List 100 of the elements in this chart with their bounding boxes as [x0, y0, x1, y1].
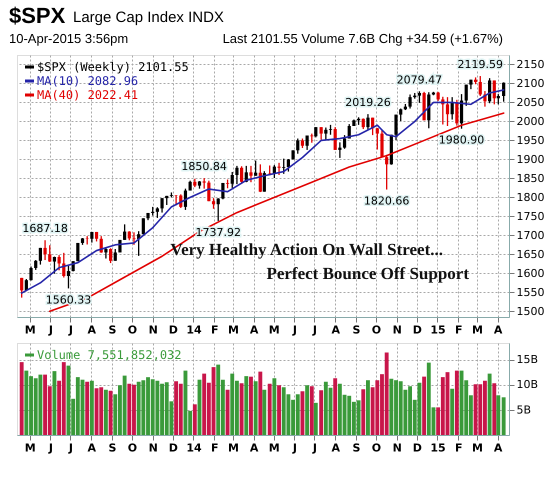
bar: [314, 402, 318, 435]
candlestick: [464, 84, 468, 107]
candlestick: [216, 198, 220, 222]
x-tick-label: F: [454, 324, 462, 336]
x-tick-label: 14: [186, 324, 202, 336]
candlestick: [114, 248, 117, 262]
bar: [174, 381, 178, 435]
x-tick-label: N: [148, 324, 158, 336]
bar: [492, 383, 496, 435]
x-tick-label: F: [210, 442, 218, 454]
x-tick-label: O: [128, 324, 138, 336]
x-tick-label: M: [24, 442, 36, 454]
bar: [454, 370, 459, 435]
bar: [240, 383, 244, 435]
x-tick-label: 14: [186, 442, 202, 454]
candlestick: [450, 96, 454, 120]
annotation: Perfect Bounce Off Support: [266, 264, 470, 283]
candlestick: [300, 138, 304, 149]
candlestick: [376, 127, 379, 150]
x-tick-label: M: [24, 324, 36, 336]
bar: [488, 374, 492, 435]
text: Last 2101.55 Volume 7.6B Chg +34.59 (+1.67%): [222, 31, 503, 46]
text: 10-Apr-2015 3:56pm: [9, 31, 128, 46]
bar: [244, 376, 248, 435]
legend-label: $SPX (Weekly) 2101.55: [37, 60, 189, 74]
x-tick-label: A: [250, 442, 259, 454]
x-tick-label: M: [472, 442, 483, 454]
bar: [108, 390, 113, 435]
bar: [38, 374, 42, 435]
candlestick: [123, 224, 126, 241]
x-tick-label: J: [68, 324, 74, 336]
bar: [300, 391, 304, 435]
x-tick-label: S: [352, 324, 360, 336]
bar: [20, 362, 24, 435]
x-tick-label: J: [292, 324, 297, 336]
chart-title: $SPX: [9, 3, 66, 28]
x-tick-label: J: [312, 324, 318, 336]
y-tick-label: 2050: [516, 96, 544, 109]
candlestick: [328, 124, 332, 136]
candlestick: [212, 198, 216, 210]
candlestick: [86, 235, 89, 246]
annotation: 1980.90: [438, 134, 484, 147]
candlestick: [362, 118, 365, 130]
annotation: Very Healthy Action On Wall Street...: [170, 240, 443, 259]
candlestick: [48, 244, 52, 263]
x-tick-label: D: [168, 324, 178, 336]
candlestick: [52, 256, 56, 274]
bar: [90, 380, 94, 435]
x-tick-label: A: [87, 324, 96, 336]
y-tick-label: 1900: [516, 152, 544, 166]
x-tick-label: J: [292, 442, 297, 454]
candlestick: [380, 130, 384, 158]
x-tick-label: M: [228, 442, 239, 454]
candlestick: [34, 259, 38, 271]
y-tick-label: 2150: [516, 58, 544, 71]
x-tick-label: J: [48, 442, 53, 454]
candlestick: [29, 266, 33, 282]
x-tick-label: M: [472, 324, 483, 336]
candlestick: [342, 134, 346, 150]
candlestick: [310, 132, 314, 144]
x-tick-label: N: [392, 324, 402, 336]
bar: [262, 390, 266, 435]
bar: [249, 376, 253, 435]
candlestick: [469, 79, 472, 90]
bar: [268, 384, 272, 435]
bar: [277, 385, 281, 435]
y-tick-label: 15B: [516, 353, 538, 366]
x-tick-label: S: [108, 324, 116, 336]
x-tick-label: O: [372, 324, 382, 336]
candlestick: [258, 164, 262, 193]
x-tick-label: M: [228, 324, 239, 336]
legend-label: MA(40) 2022.41: [37, 88, 138, 102]
x-tick-label: 15: [430, 442, 446, 454]
x-tick-label: A: [87, 442, 96, 454]
candlestick: [286, 158, 290, 172]
bar: [450, 388, 454, 435]
candlestick: [104, 246, 108, 260]
candlestick: [306, 134, 309, 151]
legend-label: Volume 7,551,852,032: [37, 348, 182, 362]
candlestick: [38, 247, 42, 266]
x-tick-label: J: [312, 442, 318, 454]
y-tick-label: 1750: [516, 210, 544, 223]
bar: [333, 378, 338, 435]
candlestick: [399, 108, 402, 122]
annotation: 1820.66: [364, 194, 410, 208]
legend-label: MA(10) 2082.96: [37, 74, 138, 88]
candlestick: [320, 126, 323, 140]
x-tick-label: N: [148, 442, 158, 454]
candlestick: [338, 142, 342, 159]
x-tick-label: D: [412, 324, 422, 336]
candlestick: [174, 194, 178, 206]
bar: [310, 386, 314, 435]
candlestick: [385, 154, 388, 190]
x-tick-label: M: [268, 442, 280, 454]
y-tick-label: 2100: [516, 76, 544, 90]
candlestick: [235, 165, 239, 185]
y-tick-label: 1850: [516, 172, 544, 185]
y-tick-label: 10B: [516, 378, 538, 392]
x-tick-label: J: [48, 324, 53, 336]
candlestick: [151, 206, 154, 216]
